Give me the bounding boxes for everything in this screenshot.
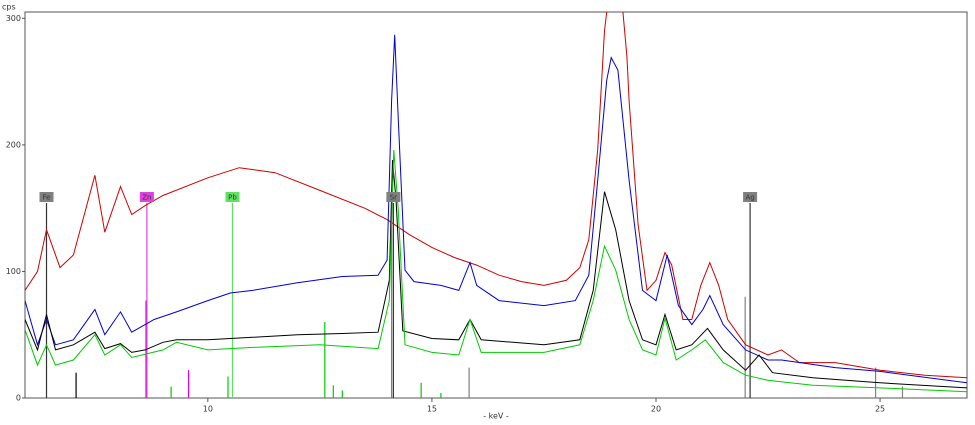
element-label: Zn	[142, 194, 151, 202]
spectrum-line	[25, 12, 967, 379]
spectrum-line	[25, 34, 967, 384]
y-tick-label: 200	[6, 140, 21, 149]
element-label-box	[39, 192, 54, 202]
y-tick-label: 300	[6, 14, 21, 23]
x-tick-label: 10	[203, 405, 213, 414]
x-axis-label: - keV -	[483, 412, 509, 421]
element-label: Ag	[745, 194, 754, 202]
y-tick-label: 100	[6, 267, 21, 276]
plot-area	[25, 12, 967, 398]
element-label-box	[743, 192, 758, 202]
element-label: Pb	[228, 194, 237, 202]
element-label-box	[386, 192, 401, 202]
x-tick-label: 15	[427, 405, 437, 414]
element-label: Sr	[390, 194, 397, 202]
plot-frame	[24, 11, 968, 399]
y-tick-label: 0	[16, 394, 21, 403]
spectrum-line	[25, 160, 967, 389]
x-tick-label: 20	[651, 405, 661, 414]
y-axis-label: cps	[2, 3, 16, 12]
element-label-box	[225, 192, 240, 202]
x-tick-label: 25	[875, 405, 885, 414]
element-label-box	[139, 192, 154, 202]
element-label: Fe	[43, 194, 51, 202]
spectrum-line	[25, 149, 967, 393]
